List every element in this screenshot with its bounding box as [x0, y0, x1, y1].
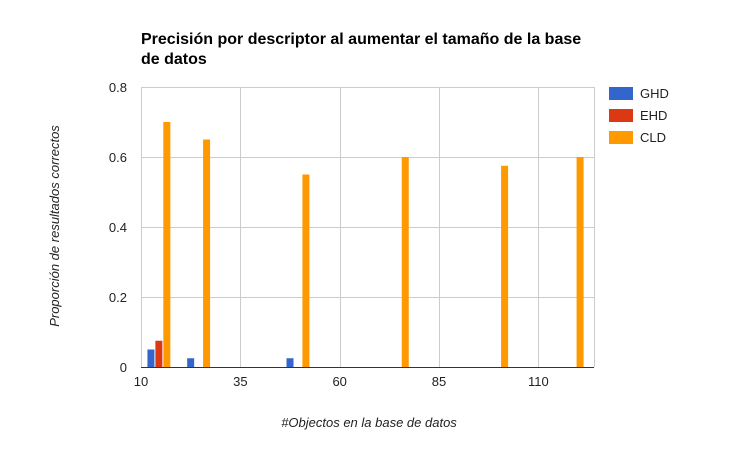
bar-cld[interactable] — [501, 165, 509, 367]
x-tick-label: 110 — [528, 374, 549, 389]
legend-swatch-cld — [609, 131, 633, 144]
x-tick-label: 10 — [134, 374, 148, 389]
y-tick-labels: 0 0.2 0.4 0.6 0.8 — [109, 80, 127, 375]
bar-cld[interactable] — [576, 157, 584, 367]
y-tick-label: 0.4 — [109, 220, 127, 235]
legend-label-ghd: GHD — [640, 86, 669, 101]
bar-ghd[interactable] — [147, 349, 155, 368]
legend-label-ehd: EHD — [640, 108, 667, 123]
legend: GHD EHD CLD — [609, 86, 669, 145]
bar-cld[interactable] — [203, 139, 211, 368]
chart-title-line-1: Precisión por descriptor al aumentar el … — [141, 31, 581, 48]
y-tick-label: 0 — [120, 360, 127, 375]
legend-label-cld: CLD — [640, 130, 666, 145]
grid-lines — [141, 87, 595, 368]
x-tick-label: 60 — [332, 374, 346, 389]
x-tick-label: 35 — [233, 374, 247, 389]
bar-ghd[interactable] — [187, 358, 195, 367]
bar-ehd[interactable] — [155, 340, 163, 367]
legend-swatch-ehd — [609, 109, 633, 122]
x-tick-label: 85 — [432, 374, 446, 389]
bars — [147, 122, 584, 368]
legend-swatch-ghd — [609, 87, 633, 100]
y-tick-label: 0.2 — [109, 290, 127, 305]
y-tick-label: 0.8 — [109, 80, 127, 95]
bar-ghd[interactable] — [286, 358, 294, 367]
bar-cld[interactable] — [163, 122, 171, 367]
x-axis-title: #Objectos en la base de datos — [281, 415, 457, 430]
bar-cld[interactable] — [302, 174, 310, 368]
chart-title-line-2: de datos — [141, 51, 207, 68]
y-axis-title: Proporción de resultados correctos — [47, 125, 62, 327]
x-tick-labels: 10 35 60 85 110 — [134, 374, 549, 389]
bar-cld[interactable] — [401, 157, 409, 367]
y-tick-label: 0.6 — [109, 150, 127, 165]
